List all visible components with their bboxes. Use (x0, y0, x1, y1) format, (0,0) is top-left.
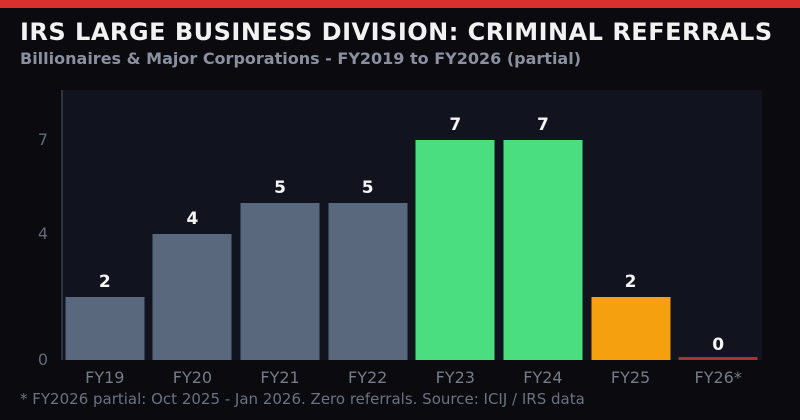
bar-FY25 (591, 297, 671, 360)
bar-slot-FY24: 7 (499, 90, 587, 360)
x-tick-label-FY25: FY25 (610, 368, 651, 387)
bar-slot-FY21: 5 (236, 90, 324, 360)
x-tick-label-FY26: FY26* (694, 368, 742, 387)
bar-FY22 (328, 203, 408, 360)
plot-area: 2 4 5 5 7 7 2 0 (61, 90, 762, 360)
y-axis-line (61, 90, 63, 360)
bar-slot-FY22: 5 (324, 90, 412, 360)
bar-value-label-FY23: 7 (449, 115, 462, 135)
bar-value-label-FY20: 4 (186, 209, 199, 229)
y-tick-label-7: 7 (37, 130, 48, 150)
x-tick-label-FY19: FY19 (85, 368, 125, 387)
bar-FY20 (152, 234, 232, 360)
zero-referrals-marker (678, 357, 758, 360)
bar-slot-FY25: 2 (587, 90, 675, 360)
bar-slot-FY19: 2 (61, 90, 149, 360)
bar-value-label-FY24: 7 (537, 115, 549, 135)
y-tick-label-0: 0 (37, 350, 48, 369)
bar-FY21 (240, 203, 320, 360)
page-subtitle: Billionaires & Major Corporations - FY20… (20, 49, 582, 68)
x-tick-label-FY23: FY23 (435, 368, 475, 387)
top-accent-bar (0, 0, 800, 8)
x-tick-label-FY21: FY21 (260, 368, 300, 387)
bar-FY23 (415, 140, 495, 360)
bar-value-label-FY22: 5 (361, 178, 374, 198)
footnote: * FY2026 partial: Oct 2025 - Jan 2026. Z… (20, 390, 585, 408)
bar-slot-FY20: 4 (149, 90, 237, 360)
page-title: IRS LARGE BUSINESS DIVISION: CRIMINAL RE… (20, 18, 773, 46)
bar-value-label-FY21: 5 (274, 178, 286, 198)
bar-value-label-FY26: 0 (712, 335, 725, 355)
x-tick-label-FY24: FY24 (523, 368, 563, 387)
bar-FY24 (503, 140, 583, 360)
x-tick-label-FY22: FY22 (348, 368, 388, 387)
y-tick-label-4: 4 (37, 224, 48, 244)
bar-value-label-FY19: 2 (98, 272, 111, 292)
bar-slot-FY26: 0 (674, 90, 762, 360)
bar-FY19 (65, 297, 145, 360)
x-tick-label-FY20: FY20 (172, 368, 213, 387)
bar-value-label-FY25: 2 (624, 272, 637, 292)
bar-slot-FY23: 7 (412, 90, 500, 360)
